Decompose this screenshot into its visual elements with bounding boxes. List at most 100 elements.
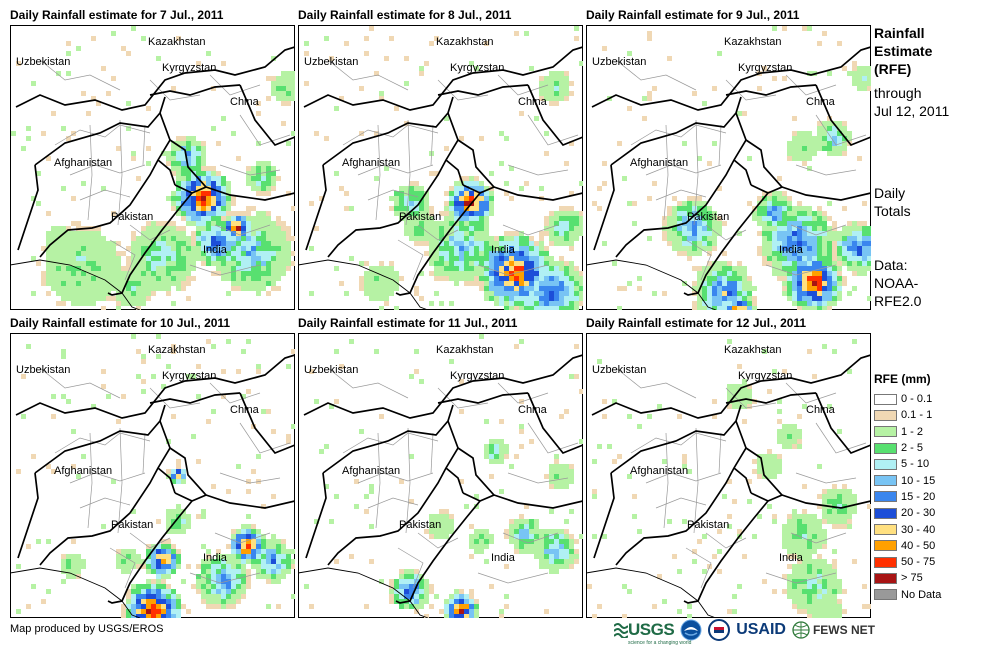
label-china: China [518,404,548,416]
rainfall-map-svg: Kazakhstan Uzbekistan Kyrgyzstan China A… [10,333,295,618]
rainfall-map: Kazakhstan Uzbekistan Kyrgyzstan China A… [298,333,583,618]
legend-swatch [874,458,897,470]
country-borders [591,354,871,604]
rainfall-map: Kazakhstan Uzbekistan Kyrgyzstan China A… [298,25,583,310]
label-afghanistan: Afghanistan [54,157,112,169]
country-borders [303,354,583,604]
side-daily-line: Daily [874,185,906,201]
label-pakistan: Pakistan [111,211,153,223]
legend-swatch [874,426,897,438]
legend-item: 40 - 50 [874,538,941,554]
globe-icon [792,621,810,639]
legend-swatch [874,409,897,421]
legend-swatch [874,572,897,584]
usgs-wordmark: USGS [628,620,675,639]
country-borders [591,46,871,296]
noaa-logo [680,619,702,641]
label-pakistan: Pakistan [399,519,441,531]
rainfall-map-svg: Kazakhstan Uzbekistan Kyrgyzstan China A… [10,25,295,310]
label-kazakhstan: Kazakhstan [724,36,781,48]
label-india: India [491,244,516,256]
legend-swatch [874,507,897,519]
label-pakistan: Pakistan [687,211,729,223]
side-through-line: through [874,85,922,101]
legend-item: 1 - 2 [874,424,941,440]
legend-item: 10 - 15 [874,472,941,488]
usgs-tagline: science for a changing world [628,640,692,646]
usaid-wordmark: USAID [736,621,786,638]
legend-swatch [874,475,897,487]
legend-item: 0 - 0.1 [874,391,941,407]
rainfall-map: Kazakhstan Uzbekistan Kyrgyzstan China A… [586,25,871,310]
legend-item: 0.1 - 1 [874,407,941,423]
coastline [10,567,141,618]
legend-label: No Data [901,588,942,601]
label-uzbekistan: Uzbekistan [304,364,358,376]
side-title-line: Rainfall [874,25,925,41]
province-boundaries [327,367,579,589]
partner-logos: USGS science for a changing world USAID … [614,617,881,646]
province-boundaries [615,367,867,589]
label-kazakhstan: Kazakhstan [148,36,205,48]
rainfall-map-svg: Kazakhstan Uzbekistan Kyrgyzstan China A… [586,25,871,310]
side-title-line: (RFE) [874,61,912,77]
legend-title: RFE (mm) [874,372,931,386]
label-uzbekistan: Uzbekistan [592,56,646,68]
rainfall-pixels [587,339,871,618]
province-boundaries [39,59,291,281]
label-kyrgyzstan: Kyrgyzstan [738,370,792,382]
dos-seal-logo [708,619,731,641]
side-data-line: RFE2.0 [874,293,922,309]
coastline [298,259,429,310]
legend-item: 5 - 10 [874,456,941,472]
legend-item: 30 - 40 [874,521,941,537]
country-borders [15,46,295,296]
label-india: India [491,552,516,564]
country-borders [15,354,295,604]
side-data-line: Data: [874,257,908,273]
legend-swatch [874,524,897,536]
legend-item: > 75 [874,570,941,586]
legend-label: 0.1 - 1 [901,409,933,422]
province-boundaries [39,367,291,589]
usaid-logo: USAID [736,621,786,639]
legend-item: No Data [874,587,941,603]
label-afghanistan: Afghanistan [630,157,688,169]
coastline [586,259,717,310]
legend-swatch [874,540,897,552]
label-uzbekistan: Uzbekistan [592,364,646,376]
label-china: China [230,404,260,416]
legend-label: 2 - 5 [901,442,924,455]
coastline [586,567,717,618]
rainfall-map: Kazakhstan Uzbekistan Kyrgyzstan China A… [10,333,295,618]
label-india: India [779,552,804,564]
rainfall-pixels [11,26,295,310]
noaa-seal-icon [680,619,702,641]
panel-title: Daily Rainfall estimate for 12 Jul., 201… [586,316,807,330]
label-kyrgyzstan: Kyrgyzstan [450,370,504,382]
province-boundaries [327,59,579,281]
label-afghanistan: Afghanistan [342,465,400,477]
label-afghanistan: Afghanistan [342,157,400,169]
label-kyrgyzstan: Kyrgyzstan [450,62,504,74]
legend-item: 50 - 75 [874,554,941,570]
legend-label: 40 - 50 [901,539,936,552]
label-pakistan: Pakistan [687,519,729,531]
fews-net-logo: FEWS NET [792,621,875,639]
side-daily-line: Totals [874,203,911,219]
province-boundaries [615,59,867,281]
side-data-line: NOAA- [874,275,919,291]
legend-swatch [874,491,897,503]
label-china: China [230,96,260,108]
label-china: China [806,96,836,108]
label-afghanistan: Afghanistan [630,465,688,477]
label-kyrgyzstan: Kyrgyzstan [738,62,792,74]
credit-text: Map produced by USGS/EROS [10,623,164,635]
seal-icon [708,619,731,641]
coastline [10,259,141,310]
rainfall-map-svg: Kazakhstan Uzbekistan Kyrgyzstan China A… [298,25,583,310]
label-kazakhstan: Kazakhstan [724,344,781,356]
legend-swatch [874,442,897,454]
panel-title: Daily Rainfall estimate for 9 Jul., 2011 [586,8,800,22]
rainfall-map-svg: Kazakhstan Uzbekistan Kyrgyzstan China A… [298,333,583,618]
